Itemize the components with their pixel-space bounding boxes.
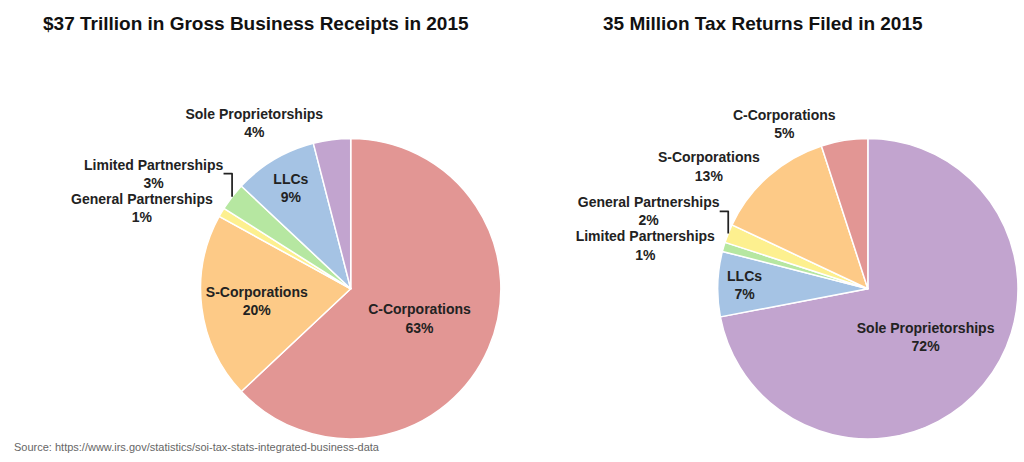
svg-text:LLCs9%: LLCs9% (273, 171, 308, 205)
svg-text:C-Corporations63%: C-Corporations63% (368, 301, 471, 335)
svg-text:$37 Trillion in Gross Business: $37 Trillion in Gross Business Receipts … (43, 13, 469, 34)
svg-text:S-Corporations13%: S-Corporations13% (658, 149, 760, 183)
svg-text:Limited Partnerships3%: Limited Partnerships3% (84, 157, 223, 191)
svg-text:35 Million Tax Returns Filed i: 35 Million Tax Returns Filed in 2015 (603, 13, 923, 34)
svg-text:Sole Proprietorships72%: Sole Proprietorships72% (857, 320, 995, 354)
svg-text:LLCs7%: LLCs7% (727, 268, 762, 302)
svg-text:C-Corporations5%: C-Corporations5% (733, 107, 836, 141)
svg-text:Source: https://www.irs.gov/st: Source: https://www.irs.gov/statistics/s… (14, 441, 380, 453)
svg-text:Sole Proprietorships4%: Sole Proprietorships4% (185, 106, 323, 140)
svg-text:General Partnerships2%: General Partnerships2% (578, 194, 720, 228)
svg-text:S-Corporations20%: S-Corporations20% (206, 284, 308, 318)
svg-text:General Partnerships1%: General Partnerships1% (71, 191, 213, 225)
svg-text:Limited Partnerships1%: Limited Partnerships1% (576, 228, 715, 262)
